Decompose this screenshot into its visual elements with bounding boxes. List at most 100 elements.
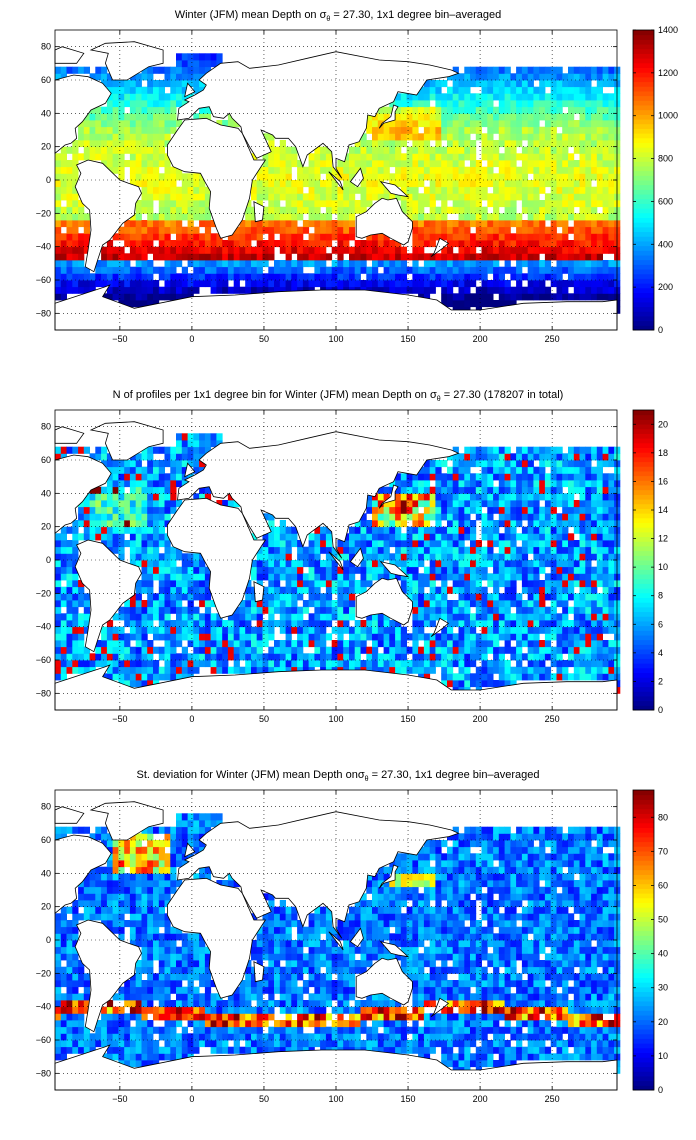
heatmap-cell xyxy=(181,480,188,488)
heatmap-cell xyxy=(608,173,615,181)
heatmap-cell xyxy=(498,493,505,501)
heatmap-cell xyxy=(239,246,246,254)
heatmap-cell xyxy=(193,53,200,61)
heatmap-cell xyxy=(573,573,580,581)
heatmap-cell xyxy=(101,526,108,534)
heatmap-cell xyxy=(493,66,500,74)
heatmap-cell xyxy=(389,533,396,541)
heatmap-cell xyxy=(447,153,454,161)
heatmap-cell xyxy=(400,253,407,261)
heatmap-cell xyxy=(389,573,396,581)
heatmap-cell xyxy=(274,580,281,588)
heatmap-cell xyxy=(521,533,529,541)
heatmap-cell xyxy=(245,653,252,661)
heatmap-cell xyxy=(164,646,171,654)
heatmap-cell xyxy=(568,486,575,494)
heatmap-cell xyxy=(579,233,586,241)
heatmap-cell xyxy=(227,500,235,508)
heatmap-cell xyxy=(596,120,603,128)
heatmap-cell xyxy=(510,300,517,308)
colorbar-segment xyxy=(633,133,654,139)
heatmap-cell xyxy=(585,220,592,228)
heatmap-cell xyxy=(372,506,379,514)
heatmap-cell xyxy=(147,86,154,94)
heatmap-cell xyxy=(325,173,333,181)
heatmap-cell xyxy=(314,160,321,168)
heatmap-cell xyxy=(458,253,465,261)
heatmap-cell xyxy=(285,260,292,268)
heatmap-cell xyxy=(337,193,344,201)
colorbar-segment xyxy=(633,278,654,284)
heatmap-cell xyxy=(95,260,102,268)
heatmap-cell xyxy=(118,173,125,181)
heatmap-cell xyxy=(141,560,148,568)
heatmap-cell xyxy=(256,606,263,614)
heatmap-cell xyxy=(66,626,73,634)
heatmap-cell xyxy=(475,493,482,501)
heatmap-cell xyxy=(251,213,258,221)
heatmap-cell xyxy=(268,653,275,661)
heatmap-cell xyxy=(297,240,304,248)
heatmap-cell xyxy=(435,153,442,161)
heatmap-cell xyxy=(251,153,258,161)
heatmap-cell xyxy=(274,606,281,614)
heatmap-cell xyxy=(129,460,137,468)
heatmap-cell xyxy=(233,666,240,674)
heatmap-cell xyxy=(481,560,488,568)
heatmap-cell xyxy=(176,640,183,648)
heatmap-cell xyxy=(268,180,275,188)
heatmap-cell xyxy=(458,666,465,674)
heatmap-cell xyxy=(458,646,465,654)
heatmap-cell xyxy=(447,473,454,481)
heatmap-cell xyxy=(539,553,546,561)
heatmap-cell xyxy=(596,126,603,134)
heatmap-cell xyxy=(135,286,142,294)
heatmap-cell xyxy=(377,546,384,554)
heatmap-cell xyxy=(268,146,275,154)
heatmap-cell xyxy=(406,480,413,488)
heatmap-cell xyxy=(458,206,465,214)
coastline xyxy=(54,74,112,155)
heatmap-cell xyxy=(441,460,448,468)
heatmap-cell xyxy=(164,460,171,468)
heatmap-cell xyxy=(539,453,546,461)
heatmap-cell xyxy=(360,166,367,174)
heatmap-cell xyxy=(164,180,171,188)
heatmap-cell xyxy=(498,160,505,168)
heatmap-cell xyxy=(452,453,459,461)
heatmap-cell xyxy=(516,80,523,88)
heatmap-cell xyxy=(331,220,338,228)
heatmap-cell xyxy=(573,180,580,188)
heatmap-cell xyxy=(112,253,119,261)
heatmap-cell xyxy=(418,520,425,528)
heatmap-cell xyxy=(447,540,454,548)
heatmap-cell xyxy=(533,246,540,254)
heatmap-cell xyxy=(441,173,448,181)
heatmap-cell xyxy=(441,573,448,581)
heatmap-cell xyxy=(337,580,344,588)
heatmap-cell xyxy=(153,146,160,154)
heatmap-cell xyxy=(591,100,598,108)
heatmap-cell xyxy=(101,80,108,88)
heatmap-cell xyxy=(129,100,137,108)
heatmap-cell xyxy=(504,526,511,534)
heatmap-cell xyxy=(227,653,235,661)
heatmap-cell xyxy=(297,620,304,628)
heatmap-cell xyxy=(510,120,517,128)
heatmap-cell xyxy=(360,586,367,594)
heatmap-cell xyxy=(487,100,494,108)
heatmap-cell xyxy=(199,66,206,74)
heatmap-cell xyxy=(389,286,396,294)
heatmap-cell xyxy=(372,280,379,288)
heatmap-cell xyxy=(239,666,246,674)
heatmap-cell xyxy=(245,640,252,648)
heatmap-cell xyxy=(89,273,96,281)
heatmap-cell xyxy=(187,60,194,68)
heatmap-cell xyxy=(164,600,171,608)
heatmap-cell xyxy=(585,146,592,154)
heatmap-cell xyxy=(441,93,448,101)
heatmap-cell xyxy=(585,460,592,468)
heatmap-cell xyxy=(314,526,321,534)
heatmap-cell xyxy=(527,546,534,554)
heatmap-cell xyxy=(95,653,102,661)
